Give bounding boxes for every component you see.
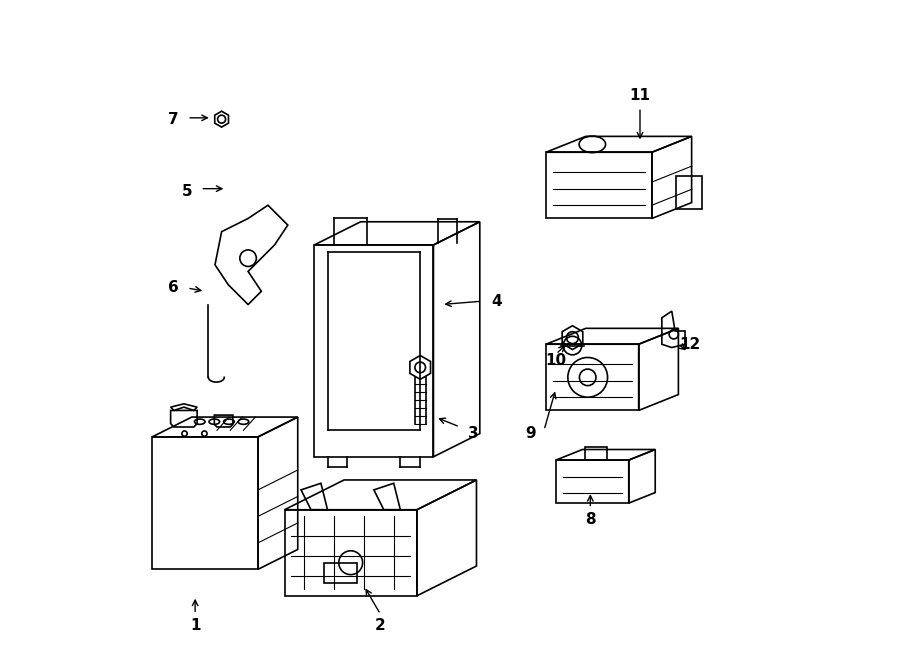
Text: 5: 5 — [182, 185, 193, 199]
Text: 7: 7 — [168, 112, 178, 126]
Text: 8: 8 — [585, 512, 596, 527]
Text: 11: 11 — [629, 89, 651, 103]
Text: 4: 4 — [491, 294, 501, 308]
Text: 6: 6 — [168, 281, 179, 295]
Text: 1: 1 — [190, 618, 201, 633]
Text: 3: 3 — [468, 426, 479, 441]
Text: 2: 2 — [375, 618, 386, 633]
Text: 10: 10 — [545, 354, 566, 368]
Text: 9: 9 — [526, 426, 536, 441]
Text: 12: 12 — [679, 337, 700, 352]
